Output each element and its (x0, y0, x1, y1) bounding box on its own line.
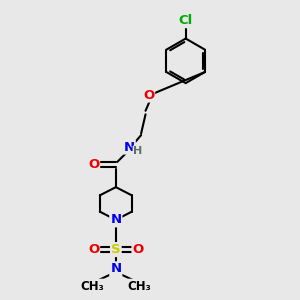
Text: CH₃: CH₃ (80, 280, 104, 292)
Text: N: N (110, 262, 122, 275)
Text: CH₃: CH₃ (128, 280, 152, 292)
Text: H: H (134, 146, 143, 157)
Text: O: O (88, 243, 99, 256)
Text: Cl: Cl (178, 14, 193, 27)
Text: O: O (88, 158, 99, 171)
Text: S: S (111, 243, 121, 256)
Text: N: N (124, 140, 135, 154)
Text: N: N (110, 213, 122, 226)
Text: O: O (143, 88, 154, 101)
Text: O: O (133, 243, 144, 256)
